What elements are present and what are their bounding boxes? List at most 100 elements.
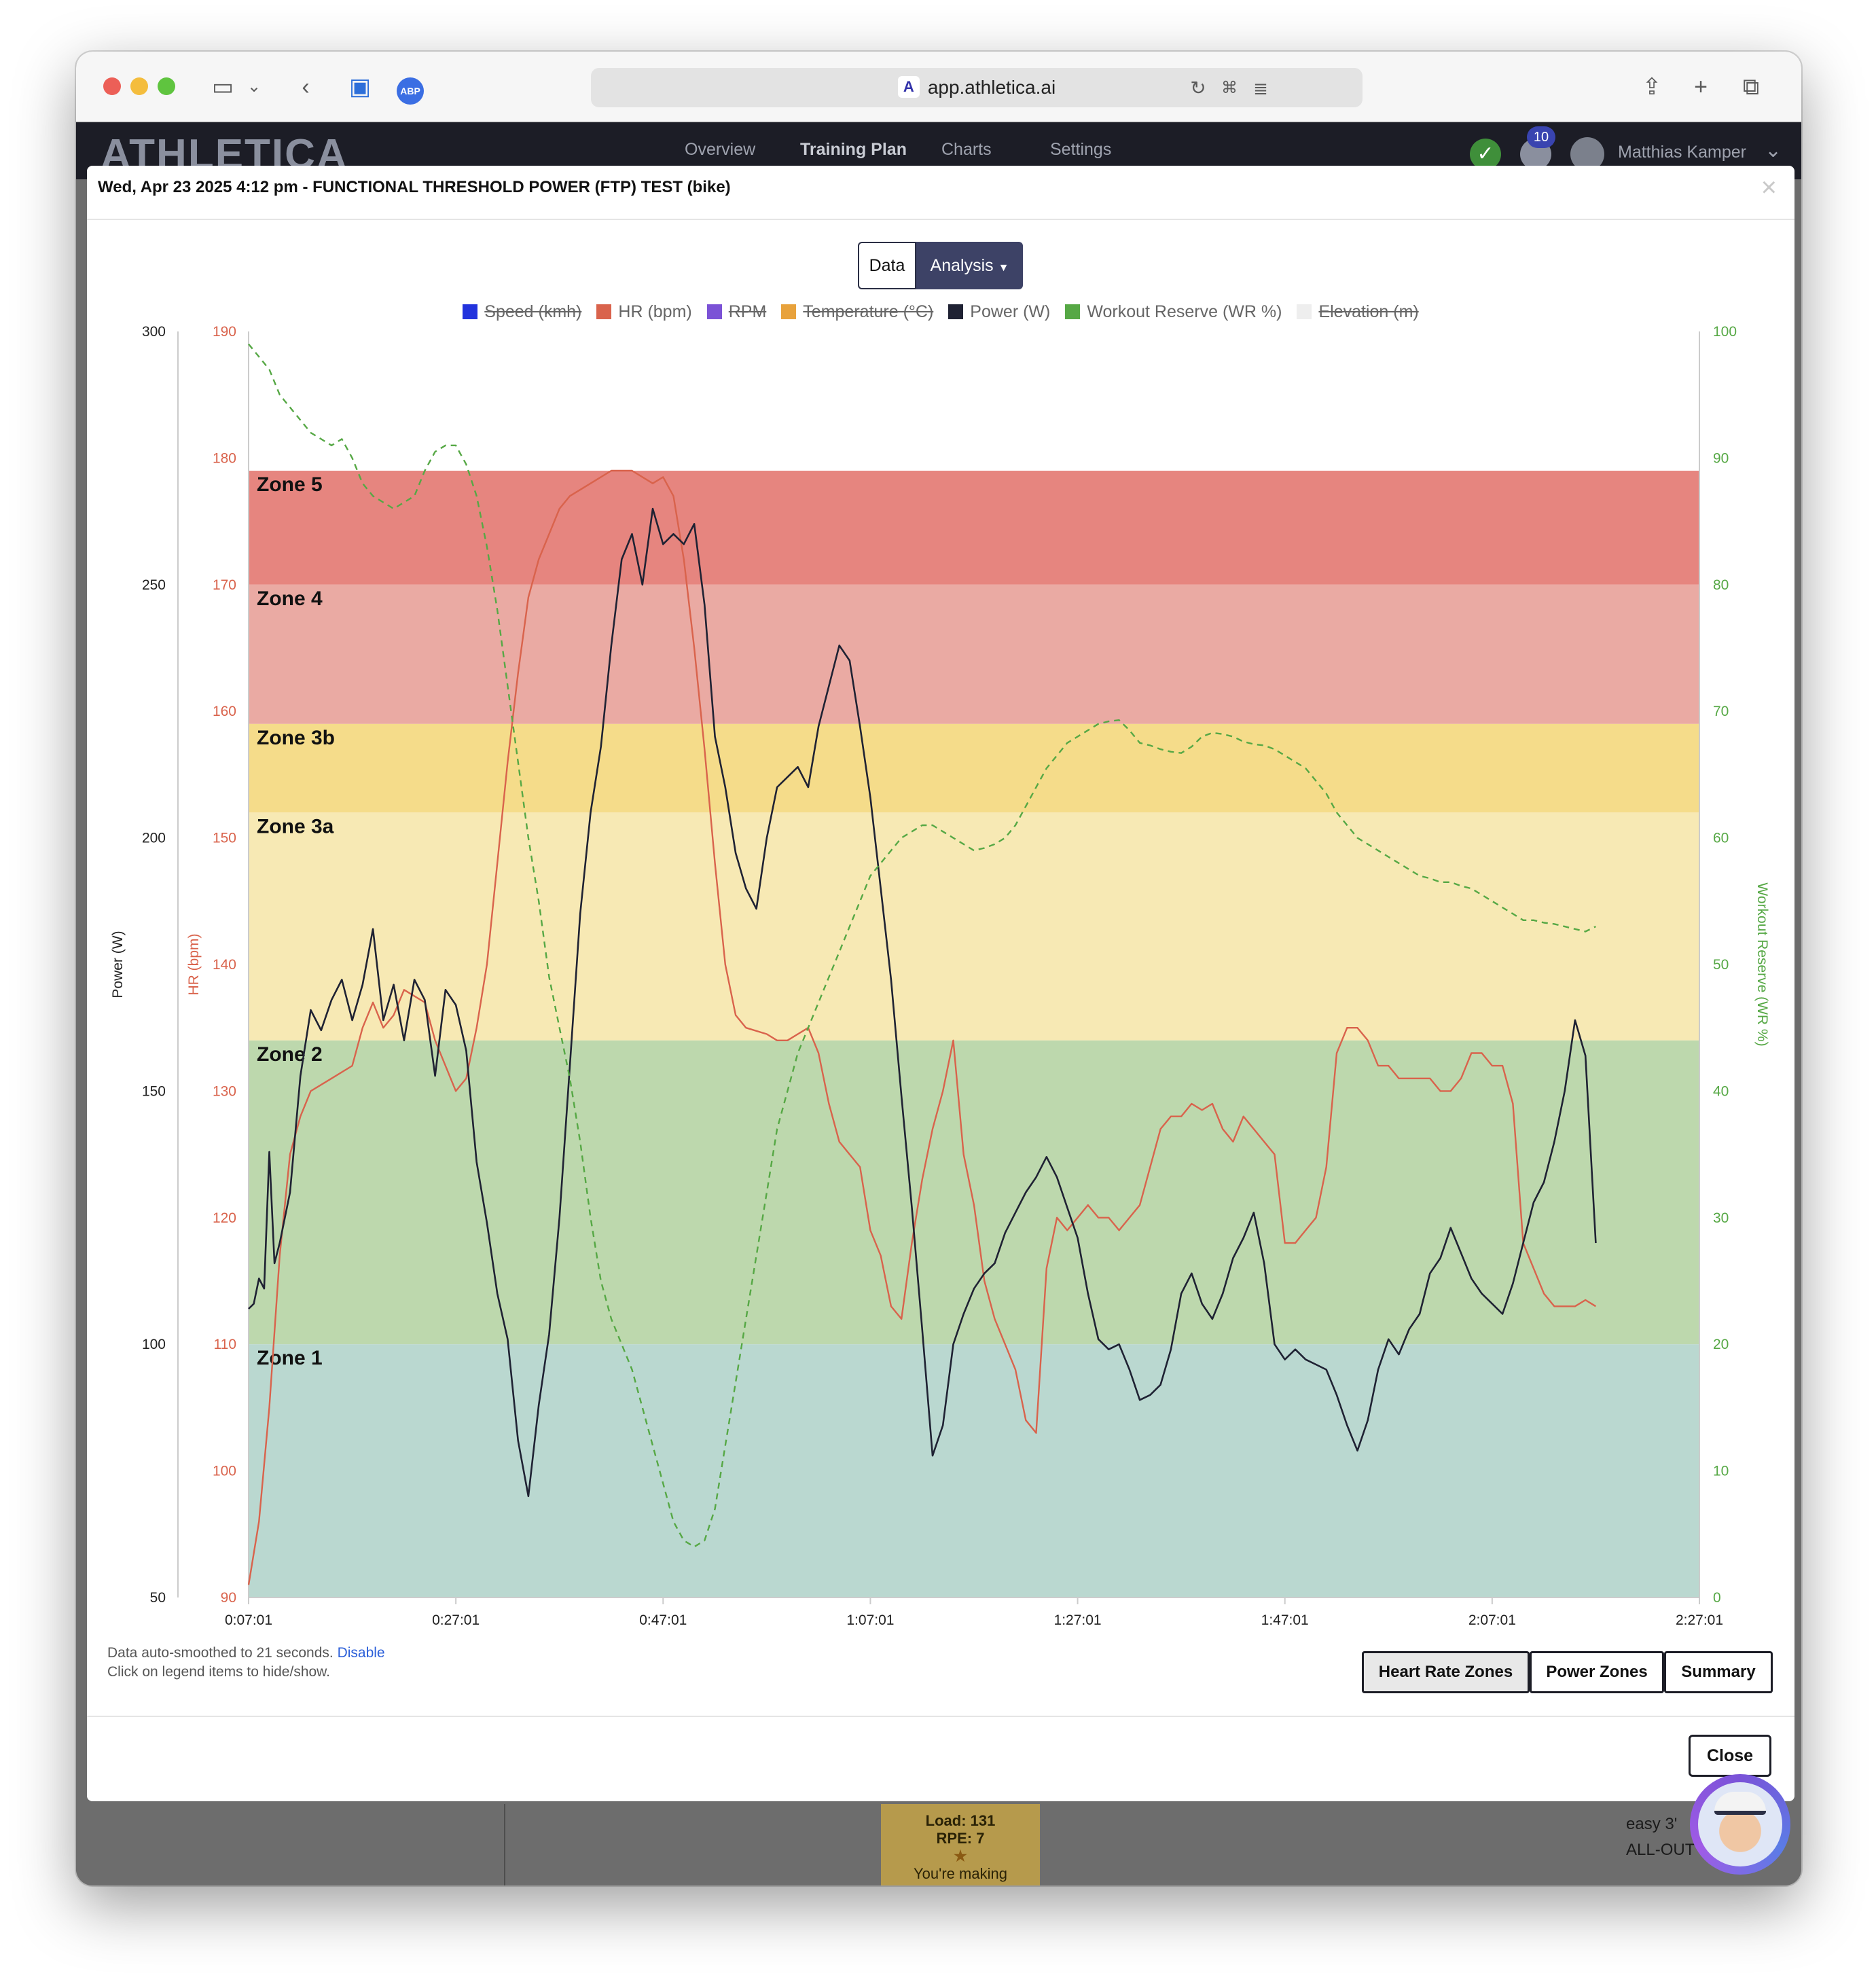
legend-swatch (1297, 304, 1312, 319)
nav-charts[interactable]: Charts (941, 140, 992, 159)
modal-footer-divider (87, 1716, 1794, 1717)
wr-tick-7: 30 (1713, 1210, 1729, 1226)
chevron-down-icon[interactable]: ⌄ (247, 77, 261, 96)
hr-zone-label-3: Zone 3a (257, 815, 334, 837)
legend-item-2[interactable]: RPM (706, 298, 767, 325)
hr-zone-band-0 (249, 471, 1699, 585)
close-button[interactable]: Close (1689, 1735, 1771, 1777)
nav-settings[interactable]: Settings (1050, 140, 1112, 159)
series-line-2 (248, 343, 1596, 1548)
legend-item-3[interactable]: Temperature (°C) (781, 298, 933, 325)
zone-tabs: Heart Rate Zones Power Zones Summary (1362, 1651, 1773, 1693)
legend-item-0[interactable]: Speed (kmh) (463, 298, 581, 325)
modal-title: Wed, Apr 23 2025 4:12 pm - FUNCTIONAL TH… (98, 178, 731, 196)
reader-icon[interactable]: ≣ (1253, 78, 1268, 98)
disable-smoothing-link[interactable]: Disable (337, 1645, 385, 1661)
activity-chart: Zone 5 Zone 4 Zone 3b Zone 3a Zone 2 Zone 1 30… (110, 324, 1770, 1628)
power-tick-5: 50 (150, 1590, 166, 1606)
hr-zone-band-5 (249, 1344, 1699, 1597)
x-tick-0: 0:07:01 (225, 1612, 272, 1628)
card-rpe: RPE: 7 (936, 1830, 985, 1847)
back-icon[interactable]: ‹ (302, 74, 310, 100)
legend-swatch (596, 304, 612, 319)
translate-icon[interactable]: ⌘ (1221, 79, 1238, 97)
power-tick-4: 100 (142, 1337, 166, 1352)
site-favicon-icon: A (897, 75, 920, 98)
tabs-overview-icon[interactable]: ⧉ (1742, 74, 1760, 100)
legend-label: Speed (kmh) (484, 302, 582, 321)
user-avatar[interactable] (1570, 137, 1604, 171)
smoothing-note: Data auto-smoothed to 21 seconds. Disabl… (107, 1645, 385, 1661)
tab-power-zones[interactable]: Power Zones (1530, 1651, 1664, 1693)
sidebar-icon[interactable]: ▭ (211, 74, 234, 100)
legend-label: RPM (728, 302, 767, 321)
power-tick-2: 200 (142, 831, 166, 846)
power-tick-1: 250 (142, 577, 166, 593)
x-tick-3: 1:07:01 (846, 1612, 894, 1628)
legend-label: Power (W) (970, 302, 1051, 321)
x-tick-5: 1:47:01 (1261, 1612, 1309, 1628)
card-star-icon: ★ (954, 1847, 967, 1864)
legend-swatch (706, 304, 722, 319)
user-name[interactable]: Matthias Kamper (1618, 143, 1746, 162)
wr-tick-9: 10 (1713, 1464, 1729, 1479)
reload-icon[interactable]: ↻ (1190, 77, 1206, 98)
legend-label: Temperature (°C) (803, 302, 934, 321)
calendar-workout-card[interactable]: Load: 131 RPE: 7 ★ You're making (881, 1804, 1040, 1885)
legend-item-6[interactable]: Elevation (m) (1297, 298, 1419, 325)
wr-tick-10: 0 (1713, 1590, 1721, 1606)
hr-tick-1: 180 (213, 450, 236, 466)
tab-analysis[interactable]: Analysis ▼ (916, 242, 1023, 289)
wr-tick-4: 60 (1713, 831, 1729, 846)
hr-zone-band-4 (249, 1040, 1699, 1345)
bg-workout-line-1: easy 3' (1626, 1815, 1678, 1833)
hr-tick-10: 90 (221, 1590, 236, 1606)
tab-summary[interactable]: Summary (1664, 1651, 1773, 1693)
tab-analysis-label: Analysis (930, 256, 994, 275)
card-note: You're making (914, 1865, 1007, 1882)
nav-training-plan[interactable]: Training Plan (800, 140, 907, 159)
close-window-icon[interactable] (103, 77, 121, 95)
share-icon[interactable]: ⇪ (1642, 74, 1662, 100)
legend-item-1[interactable]: HR (bpm) (596, 298, 692, 325)
bookmark-extension-icon[interactable]: ▣ (348, 74, 372, 100)
hr-zone-band-1 (249, 584, 1699, 724)
minimize-window-icon[interactable] (130, 77, 148, 95)
legend-label: Elevation (m) (1318, 302, 1419, 321)
nav-overview[interactable]: Overview (685, 140, 756, 159)
legend-swatch (948, 304, 964, 319)
hr-tick-8: 110 (214, 1337, 236, 1352)
modal-close-icon[interactable]: × (1761, 173, 1777, 202)
tab-data[interactable]: Data (858, 242, 916, 289)
hr-tick-9: 100 (213, 1464, 236, 1479)
smoothing-text: Data auto-smoothed to 21 seconds. (107, 1645, 333, 1661)
tab-heart-rate-zones[interactable]: Heart Rate Zones (1362, 1651, 1530, 1693)
bg-workout-line-2: ALL-OUT (1626, 1841, 1695, 1859)
workout-modal: Wed, Apr 23 2025 4:12 pm - FUNCTIONAL TH… (87, 166, 1794, 1801)
power-tick-3: 150 (142, 1083, 166, 1099)
legend-label: Workout Reserve (WR %) (1087, 302, 1282, 321)
user-menu-chevron-icon[interactable]: ⌄ (1765, 139, 1782, 162)
power-axis-title: Power (W) (110, 931, 126, 998)
wr-tick-5: 50 (1713, 957, 1729, 973)
hr-zone-label-5: Zone 1 (257, 1347, 323, 1369)
legend-item-5[interactable]: Workout Reserve (WR %) (1065, 298, 1282, 325)
adblock-extension-icon[interactable]: ABP (395, 72, 425, 105)
series-line-1 (248, 507, 1597, 1498)
legend-item-4[interactable]: Power (W) (948, 298, 1050, 325)
legend-swatch (1065, 304, 1081, 319)
view-toggle: Data Analysis ▼ (858, 242, 1023, 289)
new-tab-icon[interactable]: + (1694, 74, 1708, 100)
zoom-window-icon[interactable] (158, 77, 175, 95)
hr-tick-5: 140 (213, 957, 236, 973)
status-ok-icon[interactable]: ✓ (1470, 139, 1501, 170)
hr-zone-label-2: Zone 3b (257, 727, 335, 749)
wr-tick-2: 80 (1713, 577, 1729, 593)
x-tick-7: 2:27:01 (1676, 1612, 1723, 1628)
x-tick-4: 1:27:01 (1054, 1612, 1102, 1628)
power-tick-0: 300 (142, 324, 166, 340)
coach-chat-avatar[interactable] (1690, 1774, 1790, 1875)
wr-tick-0: 100 (1713, 324, 1737, 340)
